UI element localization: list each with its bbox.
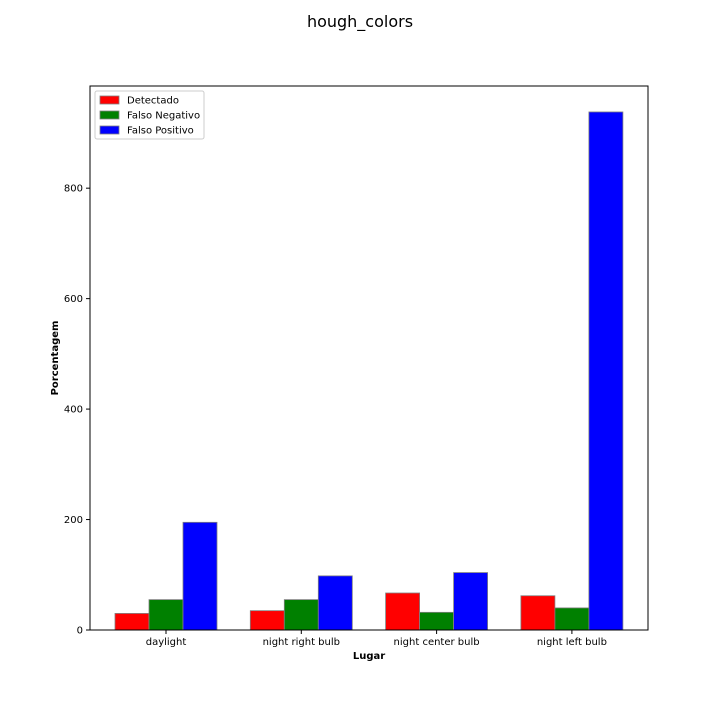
bar-detectado-night-right-bulb <box>249 610 285 631</box>
legend-swatch-detectado <box>99 95 120 105</box>
x-tick-label: night center bulb <box>394 637 480 648</box>
y-tick-label: 800 <box>64 184 83 195</box>
bar-detectado-night-left-bulb <box>520 595 556 631</box>
bar-falso-positivo-daylight <box>182 521 218 631</box>
bar-falso-positivo-night-right-bulb <box>317 575 353 631</box>
bar-falso-negativo-night-right-bulb <box>283 599 319 631</box>
bar-falso-negativo-daylight <box>148 599 184 631</box>
y-tick-label: 400 <box>64 405 83 416</box>
legend-label-falso-positivo: Falso Positivo <box>127 126 194 137</box>
y-tick-label: 200 <box>64 515 83 526</box>
bar-falso-negativo-night-left-bulb <box>554 607 590 631</box>
legend-label-falso-negativo: Falso Negativo <box>127 111 200 122</box>
x-axis-label: Lugar <box>353 651 385 662</box>
plot-frame <box>89 85 649 631</box>
legend-swatch-falso-negativo <box>99 110 120 120</box>
legend-swatch-falso-positivo <box>99 125 120 135</box>
bar-detectado-daylight <box>114 613 150 631</box>
y-tick-label: 600 <box>64 294 83 305</box>
y-axis-label: Porcentagem <box>50 321 61 396</box>
legend-box <box>94 90 205 140</box>
y-tick-label: 0 <box>77 626 83 637</box>
x-tick-label: night left bulb <box>537 637 607 648</box>
x-axis-ticks: daylight night right bulb night center bul… <box>146 630 607 648</box>
y-axis-ticks: 0 200 400 600 800 <box>64 184 90 637</box>
legend-label-detectado: Detectado <box>127 96 179 107</box>
bar-detectado-night-center-bulb <box>385 592 421 631</box>
x-tick-label: night right bulb <box>263 637 340 648</box>
bar-falso-positivo-night-center-bulb <box>453 572 489 631</box>
x-tick-label: daylight <box>146 637 187 648</box>
bar-falso-negativo-night-center-bulb <box>419 611 455 631</box>
bars-group <box>114 111 624 631</box>
bar-falso-positivo-night-left-bulb <box>588 111 624 631</box>
legend: Detectado Falso Negativo Falso Positivo <box>94 90 205 140</box>
chart-title: hough_colors <box>307 12 413 32</box>
